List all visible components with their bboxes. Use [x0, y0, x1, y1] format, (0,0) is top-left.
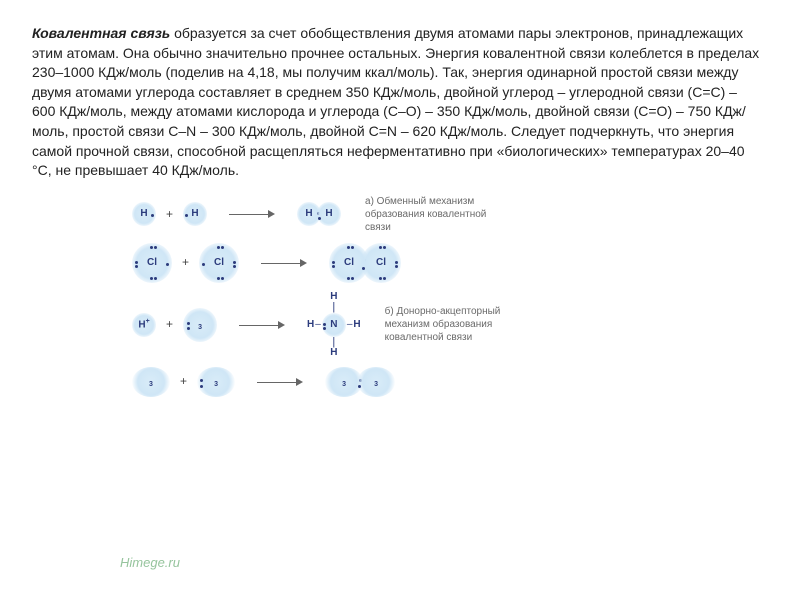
atom-h: H [132, 202, 156, 226]
plus-sign: + [166, 316, 173, 333]
plus-sign: + [180, 373, 187, 390]
product-bf3nf3: 3 3 [325, 367, 395, 397]
bold-term: Ковалентная связь [32, 25, 170, 41]
atom-cl: Cl [199, 243, 239, 283]
plus-sign: + [166, 206, 173, 223]
atom-nh3: 3 [183, 308, 217, 342]
atom-h: H [183, 202, 207, 226]
atom-cl: Cl [132, 243, 172, 283]
atom-bf3: 3 [132, 367, 170, 397]
plus-sign: + [182, 254, 189, 271]
watermark: Himege.ru [120, 554, 180, 572]
product-h2: H H [297, 202, 341, 226]
caption-b: б) Донорно-акцепторный механизм образова… [385, 305, 515, 344]
reaction-row-cl2: Cl + Cl Cl Cl [132, 243, 768, 283]
atom-h-plus: H+ [132, 313, 156, 337]
paragraph-body: образуется за счет обобществления двумя … [32, 25, 759, 178]
main-paragraph: Ковалентная связь образуется за счет обо… [32, 24, 762, 181]
reaction-row-bf3nf3: 3 + 3 3 3 [132, 367, 768, 397]
product-nh4: H | H – N – H | H [307, 292, 361, 358]
reaction-row-nh4: H+ + 3 H | H – N – H | H б) Донорно-акц [132, 292, 768, 358]
atom-nf3: 3 [197, 367, 235, 397]
reaction-row-h2: H + H H H а) Обменный механизм образован… [132, 195, 768, 234]
caption-a: а) Обменный механизм образования ковален… [365, 195, 495, 234]
diagram-area: H + H H H а) Обменный механизм образован… [32, 195, 768, 397]
product-cl2: Cl Cl [329, 243, 401, 283]
